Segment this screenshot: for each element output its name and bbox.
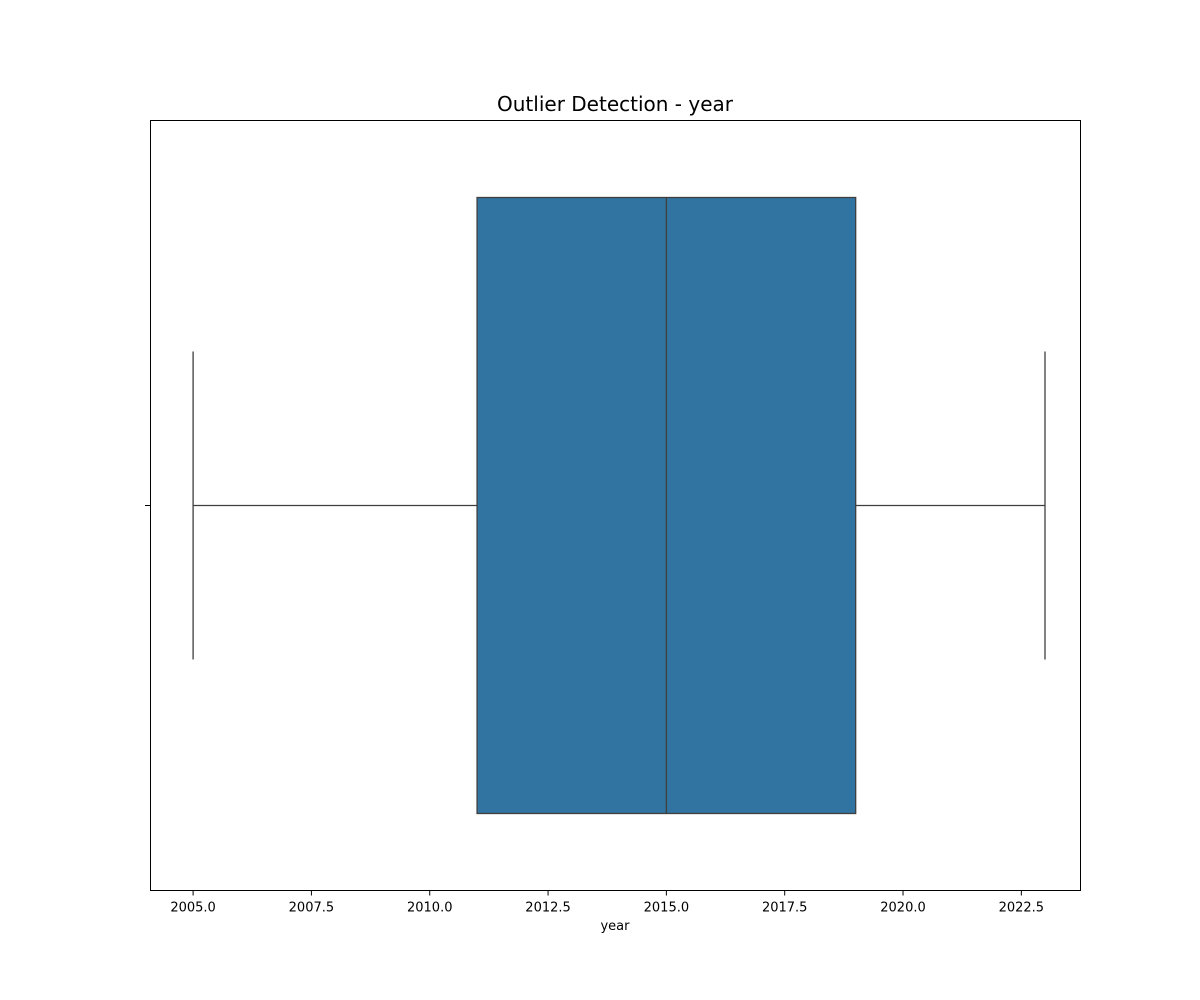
x-axis-ticks: 2005.0 2007.5 2010.0 2012.5 2015.0 2017.5 2020…: [170, 890, 1045, 916]
x-tick-label: 2005.0: [170, 901, 216, 916]
x-tick-label: 2010.0: [407, 901, 453, 916]
x-axis-label: year: [600, 919, 630, 934]
plot-area: [192, 196, 1046, 815]
x-tick-label: 2020.0: [880, 901, 926, 916]
x-tick-label: 2015.0: [644, 901, 690, 916]
x-tick-label: 2017.5: [762, 901, 808, 916]
x-tick-label: 2012.5: [525, 901, 571, 916]
chart-title: Outlier Detection - year: [497, 92, 734, 116]
x-tick-label: 2022.5: [999, 901, 1045, 916]
x-tick-label: 2007.5: [289, 901, 335, 916]
